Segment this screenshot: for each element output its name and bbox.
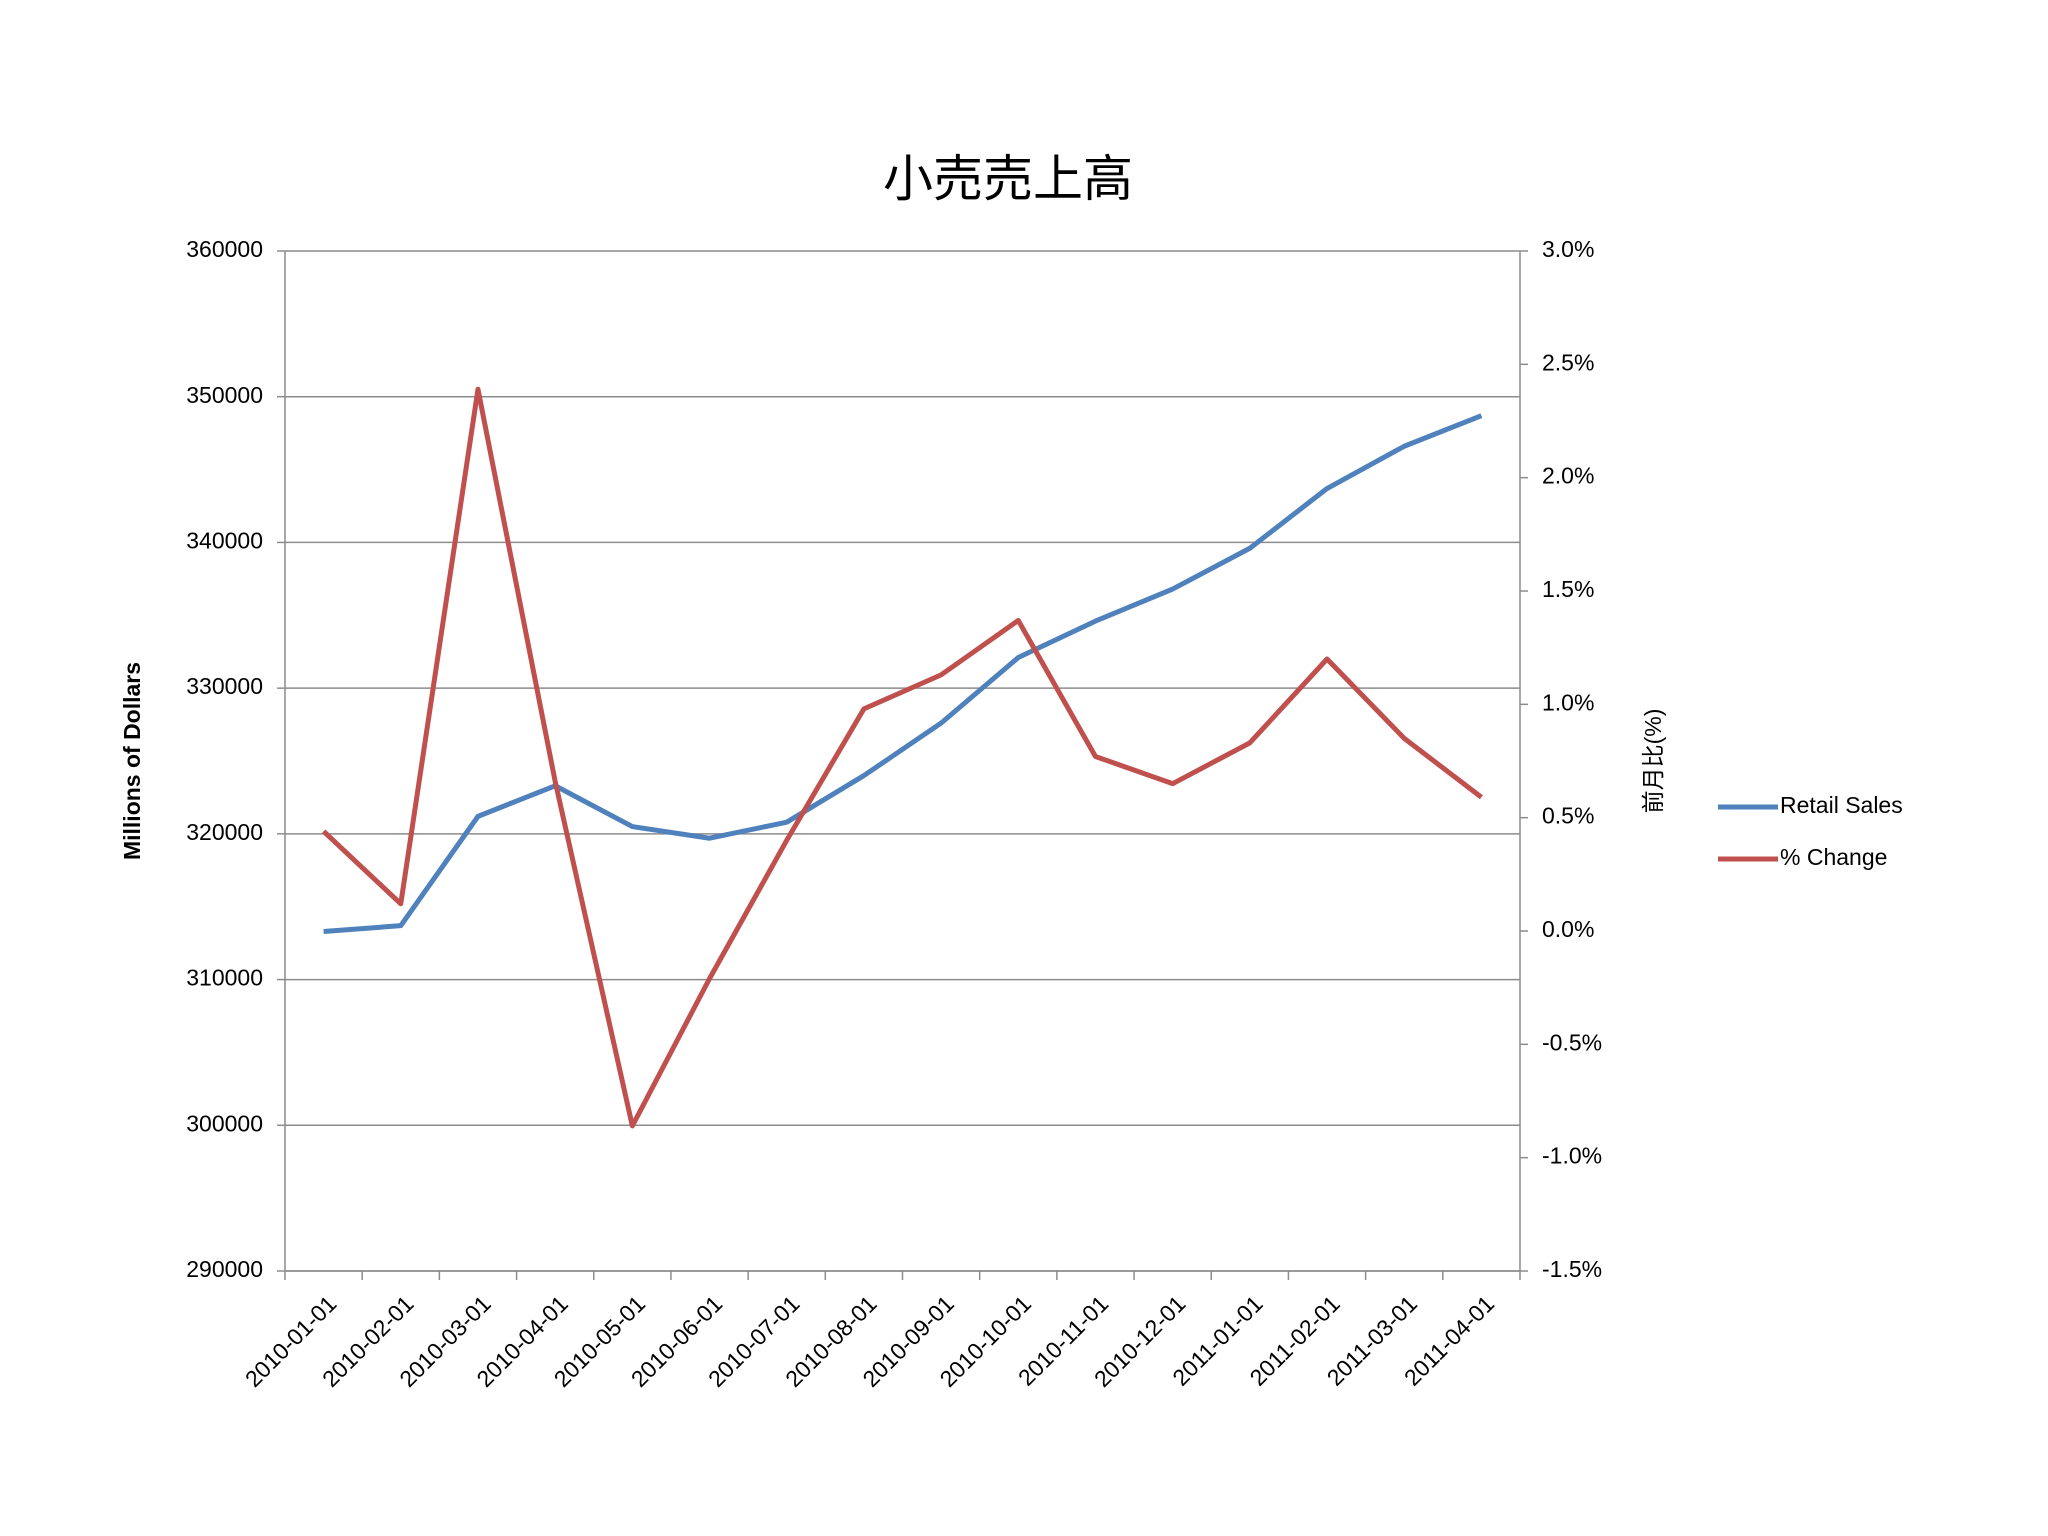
y2-tick-label: 2.5% (1542, 349, 1594, 375)
chart-title: 小売売上高 (883, 150, 1133, 208)
y2-tick-label: 0.5% (1542, 803, 1594, 829)
y2-axis-label: 前月比(%) (1640, 709, 1666, 814)
y2-tick-label: 0.0% (1542, 916, 1594, 942)
series-line (321, 386, 1483, 1129)
y-tick-label: 300000 (186, 1110, 263, 1136)
y2-tick-label: 3.0% (1542, 236, 1594, 262)
y-tick-label: 360000 (186, 236, 263, 262)
y-tick-label: 340000 (186, 528, 263, 554)
y-tick-label: 330000 (186, 673, 263, 699)
y-tick-label: 290000 (186, 1256, 263, 1282)
y-axis-label: Millions of Dollars (119, 662, 145, 860)
series-line (323, 413, 1483, 934)
y2-tick-label: 2.0% (1542, 463, 1594, 489)
y2-tick-label: -1.5% (1542, 1256, 1602, 1282)
legend-label: % Change (1780, 844, 1887, 870)
y-tick-label: 310000 (186, 965, 263, 991)
y-tick-label: 350000 (186, 382, 263, 408)
y2-tick-label: 1.0% (1542, 689, 1594, 715)
y-tick-label: 320000 (186, 819, 263, 845)
legend-label: Retail Sales (1780, 792, 1903, 818)
y2-tick-label: -1.0% (1542, 1143, 1602, 1169)
y2-tick-label: 1.5% (1542, 576, 1594, 602)
y2-tick-label: -0.5% (1542, 1029, 1602, 1055)
